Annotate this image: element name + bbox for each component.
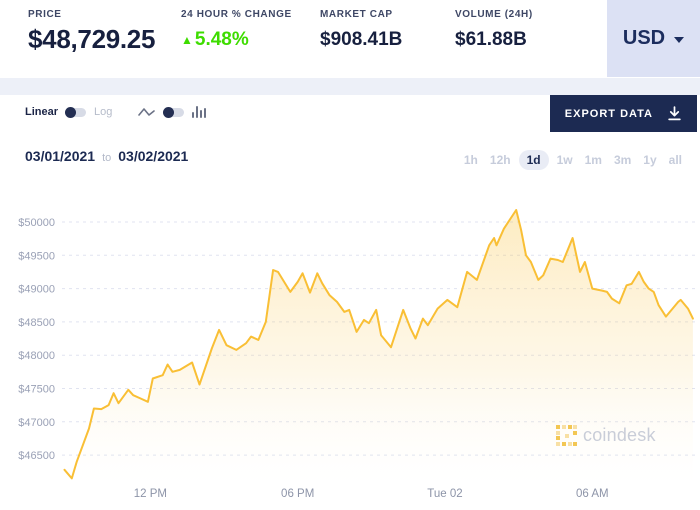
range-1h[interactable]: 1h <box>463 153 478 167</box>
change-stat: 24 HOUR % CHANGE ▲ 5.48% <box>181 9 292 51</box>
y-axis-tick-label: $48000 <box>18 350 55 362</box>
start-date-field[interactable]: 03/01/2021 <box>25 148 96 164</box>
export-data-button[interactable]: EXPORT DATA <box>549 95 697 132</box>
price-stats-header: PRICE $48,729.25 24 HOUR % CHANGE ▲ 5.48%… <box>0 0 700 78</box>
date-range-separator: to <box>102 152 112 164</box>
price-stat: PRICE $48,729.25 <box>28 9 155 55</box>
market-cap-stat: MARKET CAP $908.41B <box>320 9 402 51</box>
price-line-series <box>63 209 694 480</box>
coindesk-logo-icon <box>556 425 577 446</box>
coindesk-watermark-text: coindesk <box>583 425 656 445</box>
change-label: 24 HOUR % CHANGE <box>181 9 292 20</box>
end-date-field[interactable]: 03/02/2021 <box>118 148 189 164</box>
range-3m[interactable]: 3m <box>613 153 632 167</box>
change-percent: 5.48% <box>194 29 249 50</box>
bar-chart-icon[interactable] <box>192 105 207 119</box>
coindesk-watermark: coindesk <box>556 425 656 446</box>
currency-value: USD <box>622 27 666 49</box>
volume-value: $61.88B <box>455 29 527 50</box>
y-axis-tick-label: $46500 <box>18 450 55 462</box>
triangle-up-icon: ▲ <box>181 33 193 47</box>
chevron-down-icon <box>674 37 685 43</box>
market-cap-label: MARKET CAP <box>320 9 393 20</box>
y-axis-tick-label: $50000 <box>18 217 55 229</box>
time-range-selector: 1h 12h 1d 1w 1m 3m 1y all <box>458 150 688 170</box>
x-axis-tick-label: 06 PM <box>281 488 314 500</box>
market-cap-value: $908.41B <box>320 29 403 50</box>
chart-type-toggle-knob <box>163 106 175 118</box>
x-axis-tick-label: Tue 02 <box>427 488 462 500</box>
range-all[interactable]: all <box>668 153 682 167</box>
y-axis-tick-label: $49500 <box>18 250 55 262</box>
scale-toggle-knob <box>65 106 77 118</box>
log-scale-label[interactable]: Log <box>94 106 113 118</box>
price-label: PRICE <box>28 9 62 20</box>
range-12h[interactable]: 12h <box>489 153 511 167</box>
range-1d[interactable]: 1d <box>518 150 549 170</box>
line-chart-icon[interactable] <box>138 106 156 118</box>
volume-label: VOLUME (24H) <box>455 9 533 20</box>
y-axis-tick-label: $48500 <box>18 317 55 329</box>
price-chart[interactable]: $50000 $49500 $49000 $48500 $48000 $47500 $470… <box>0 195 700 505</box>
chart-toolbar: Linear Log <box>25 105 207 119</box>
y-axis-tick-label: $49000 <box>18 284 55 296</box>
price-value: $48,729.25 <box>28 24 156 54</box>
volume-stat: VOLUME (24H) $61.88B <box>455 9 533 51</box>
y-axis-tick-label: $47000 <box>18 417 55 429</box>
chart-type-toggle[interactable] <box>163 106 185 118</box>
date-range: 03/01/2021 to 03/02/2021 <box>25 148 188 164</box>
download-icon <box>668 106 681 121</box>
range-1m[interactable]: 1m <box>584 153 602 167</box>
x-axis-tick-label: 06 AM <box>576 488 609 500</box>
x-axis-tick-label: 12 PM <box>134 488 167 500</box>
range-1w[interactable]: 1w <box>556 153 573 167</box>
export-data-label: EXPORT DATA <box>564 107 653 120</box>
change-value: ▲ 5.48% <box>181 29 292 51</box>
chart-panel: Linear Log EXPORT DATA <box>0 95 700 510</box>
y-axis-tick-label: $47500 <box>18 384 55 396</box>
linear-scale-label[interactable]: Linear <box>25 106 59 118</box>
range-1y[interactable]: 1y <box>643 153 657 167</box>
scale-toggle[interactable] <box>65 106 87 118</box>
currency-selector[interactable]: USD <box>607 0 700 77</box>
